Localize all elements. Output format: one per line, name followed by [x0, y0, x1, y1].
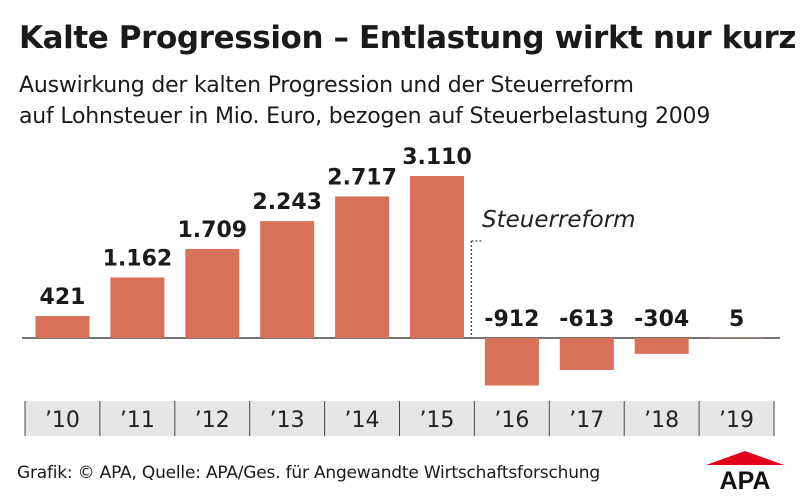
bar-’11	[110, 277, 165, 338]
bar-’13	[260, 221, 315, 338]
value-label: 2.717	[327, 165, 397, 190]
value-label: 5	[729, 307, 744, 332]
category-label: ’14	[345, 408, 380, 433]
value-label: -912	[484, 307, 539, 332]
category-label: ’12	[195, 408, 230, 433]
category-label: ’16	[494, 408, 529, 433]
value-label: 1.709	[178, 218, 248, 243]
source-note: Grafik: © APA, Quelle: APA/Ges. für Ange…	[17, 463, 600, 483]
value-label: 1.162	[103, 246, 173, 271]
bar-’15	[410, 175, 464, 338]
logo-text: APA	[720, 467, 771, 490]
value-label: 421	[40, 285, 86, 310]
value-label: 3.110	[402, 145, 472, 170]
category-label: ’17	[569, 408, 604, 433]
category-label: ’10	[45, 408, 80, 433]
subtitle-line-1: Auswirkung der kalten Progression und de…	[19, 73, 634, 98]
bar-’12	[185, 248, 240, 338]
category-label: ’11	[120, 408, 155, 433]
value-label: -304	[634, 307, 689, 332]
value-label: 2.243	[252, 190, 322, 215]
category-label: ’15	[419, 408, 454, 433]
bar-’10	[35, 316, 90, 338]
bar-’18	[634, 338, 689, 354]
logo-red-chevron	[706, 451, 784, 465]
category-label: ’13	[270, 408, 305, 433]
category-label: ’18	[644, 408, 679, 433]
value-label: -613	[559, 307, 614, 332]
bar-’14	[335, 196, 390, 338]
subtitle-line-2: auf Lohnsteuer in Mio. Euro, bezogen auf…	[19, 104, 711, 129]
apa-logo: APA	[706, 451, 784, 490]
chart-title: Kalte Progression – Entlastung wirkt nur…	[19, 20, 797, 56]
chart-subtitle: Auswirkung der kalten Progression und de…	[19, 70, 710, 132]
annotation-steuerreform: Steuerreform	[482, 207, 636, 233]
category-label: ’19	[719, 408, 754, 433]
bar-’16	[484, 338, 539, 386]
bar-’17	[559, 338, 614, 370]
